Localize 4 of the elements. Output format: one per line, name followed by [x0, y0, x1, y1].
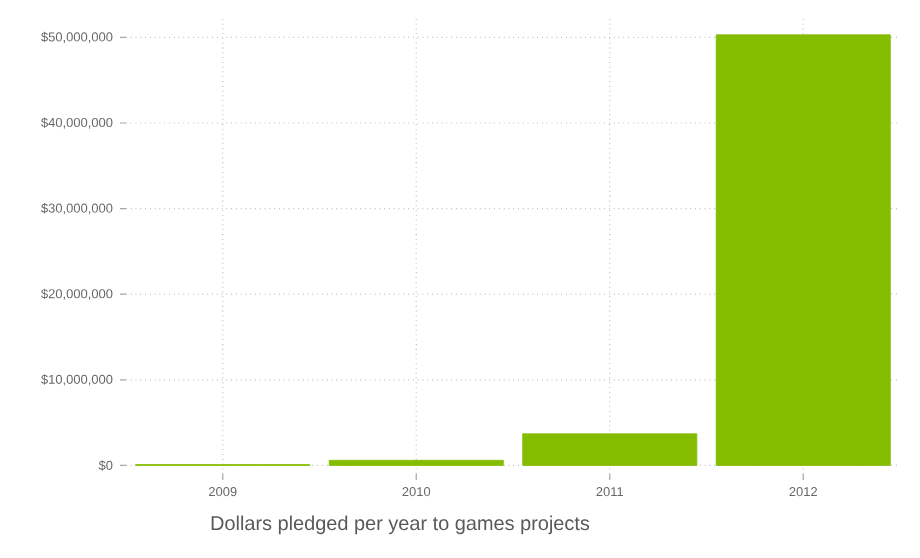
text: Dollars pledged per year to games projects	[211, 515, 590, 535]
bar	[328, 459, 504, 466]
bar	[715, 34, 891, 466]
bar	[522, 433, 698, 466]
